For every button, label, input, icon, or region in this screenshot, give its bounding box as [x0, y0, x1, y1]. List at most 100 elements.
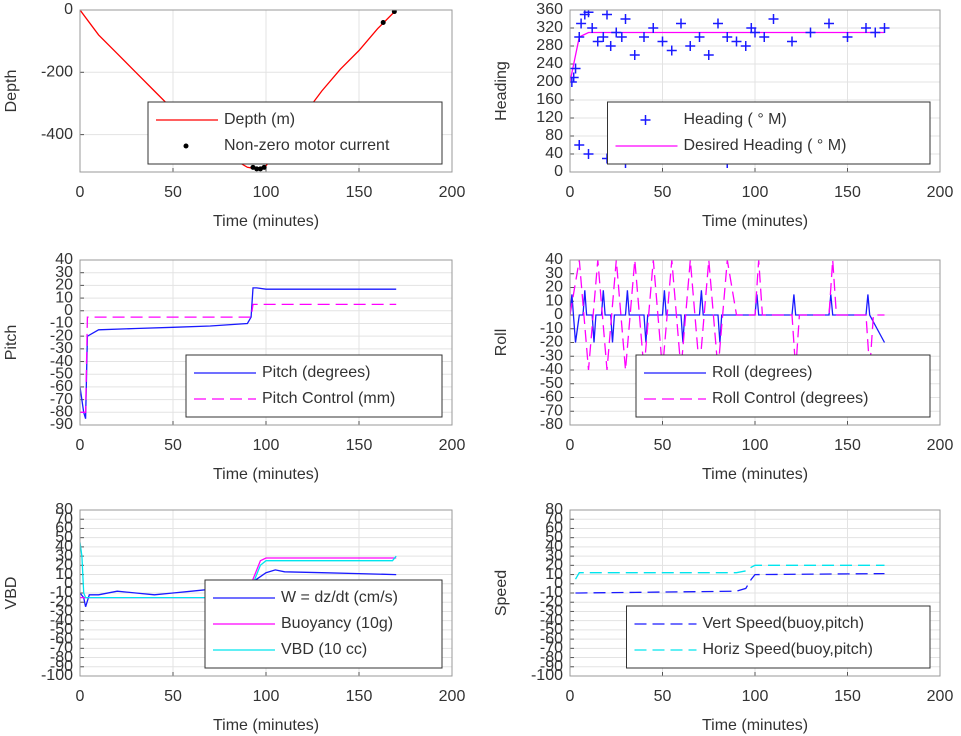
y-axis-label: Depth	[3, 70, 20, 113]
y-tick-label: 160	[536, 91, 563, 108]
legend-label: VBD (10 cc)	[281, 641, 367, 658]
y-tick-label: -30	[540, 603, 563, 620]
marker	[592, 36, 603, 47]
y-tick-label: -80	[540, 416, 563, 433]
legend-label: Roll (degrees)	[712, 364, 812, 381]
y-tick-label: -80	[50, 404, 73, 421]
legend-label: Heading ( ° M)	[684, 111, 787, 128]
series-line	[575, 572, 885, 594]
legend-label: Roll Control (degrees)	[712, 390, 869, 407]
y-tick-label: 20	[545, 279, 563, 296]
series-line	[574, 564, 885, 580]
marker	[380, 19, 386, 25]
y-tick-label: -50	[540, 621, 563, 638]
y-axis-label: VBD	[3, 577, 20, 610]
axes-frame	[569, 9, 941, 173]
x-tick-label: 0	[76, 688, 85, 705]
x-tick-label: 100	[742, 184, 769, 201]
marker	[768, 14, 779, 24]
x-tick-label: 200	[927, 184, 954, 201]
y-tick-label: 30	[55, 547, 73, 564]
plot-area: 0 50 100 150 200-80-70-60-50-40-30-20-100102…	[493, 251, 953, 483]
y-tick-label: -30	[50, 340, 73, 357]
x-tick-label: 200	[439, 437, 466, 454]
y-tick-label: 60	[545, 520, 563, 537]
plot-area: 0 50 100 150 200-100-90-80-70-60-50-40-30-20…	[493, 501, 953, 734]
marker	[694, 32, 705, 42]
marker	[722, 32, 733, 42]
y-tick-label: 0	[554, 575, 563, 592]
x-tick-label: 50	[654, 184, 672, 201]
x-axis-label: Time (minutes)	[213, 466, 319, 483]
y-tick-label: 10	[55, 289, 73, 306]
marker	[676, 18, 686, 29]
y-tick-label: -80	[50, 649, 73, 666]
marker	[602, 10, 612, 20]
plot-area: 0 50 100 150 20004080120160200240280320360Ti…	[493, 1, 953, 230]
y-tick-label: -20	[540, 593, 563, 610]
y-tick-label: -10	[540, 320, 563, 337]
y-axis-label: Roll	[493, 329, 510, 357]
y-tick-label: -50	[50, 365, 73, 382]
marker	[842, 32, 853, 42]
x-axis-label: Time (minutes)	[702, 213, 808, 230]
marker	[616, 32, 627, 42]
data-layer	[570, 10, 890, 168]
legend-box	[185, 354, 443, 418]
y-tick-label: -40	[50, 612, 73, 629]
y-tick-label: 0	[64, 1, 73, 18]
x-tick-label: 150	[834, 184, 861, 201]
legend-marker	[640, 115, 651, 125]
series-line	[570, 31, 885, 83]
marker	[805, 27, 816, 38]
y-tick-label: -30	[540, 347, 563, 364]
x-tick-label: 0	[76, 437, 85, 454]
y-tick-label: -60	[50, 378, 73, 395]
marker	[657, 36, 668, 47]
marker	[648, 23, 659, 33]
y-tick-label: 200	[536, 73, 563, 90]
x-tick-label: 0	[566, 437, 575, 454]
legend-label: Non-zero motor current	[224, 137, 390, 154]
y-tick-label: 10	[545, 292, 563, 309]
y-tick-label: 120	[536, 109, 563, 126]
marker	[391, 10, 397, 15]
x-tick-label: 150	[834, 437, 861, 454]
marker	[685, 41, 696, 51]
marker	[870, 27, 881, 38]
y-tick-label: 0	[554, 306, 563, 323]
legend-label: Pitch (degrees)	[262, 364, 371, 381]
plot-area: 0 50 100 150 200-100-90-80-70-60-50-40-30-20…	[3, 501, 465, 734]
legend-label: Horiz Speed(buoy,pitch)	[703, 641, 873, 658]
y-tick-label: 40	[545, 538, 563, 555]
legend-box	[607, 101, 931, 165]
marker	[824, 18, 834, 29]
x-tick-label: 100	[253, 688, 280, 705]
y-tick-label: 20	[55, 277, 73, 294]
x-tick-label: 150	[346, 184, 373, 201]
marker	[583, 149, 594, 159]
marker	[620, 14, 631, 24]
marker	[574, 140, 585, 150]
legend-box	[635, 354, 931, 418]
x-tick-label: 150	[834, 688, 861, 705]
marker	[598, 32, 609, 42]
marker	[254, 166, 260, 172]
x-tick-label: 200	[927, 437, 954, 454]
y-axis-label: Speed	[493, 570, 510, 616]
y-tick-label: 30	[55, 264, 73, 281]
x-tick-label: 50	[654, 688, 672, 705]
marker	[570, 77, 577, 87]
x-axis-label: Time (minutes)	[702, 466, 808, 483]
x-tick-label: 0	[76, 184, 85, 201]
y-tick-label: -200	[41, 64, 73, 81]
legend-box	[204, 579, 443, 669]
legend: Vert Speed(buoy,pitch) Horiz Speed(buoy,p…	[626, 605, 931, 669]
data-layer	[574, 564, 885, 594]
y-tick-label: 20	[545, 557, 563, 574]
marker	[261, 164, 267, 170]
y-tick-label: -80	[540, 649, 563, 666]
legend-label: Pitch Control (mm)	[262, 390, 395, 407]
marker	[731, 36, 742, 47]
